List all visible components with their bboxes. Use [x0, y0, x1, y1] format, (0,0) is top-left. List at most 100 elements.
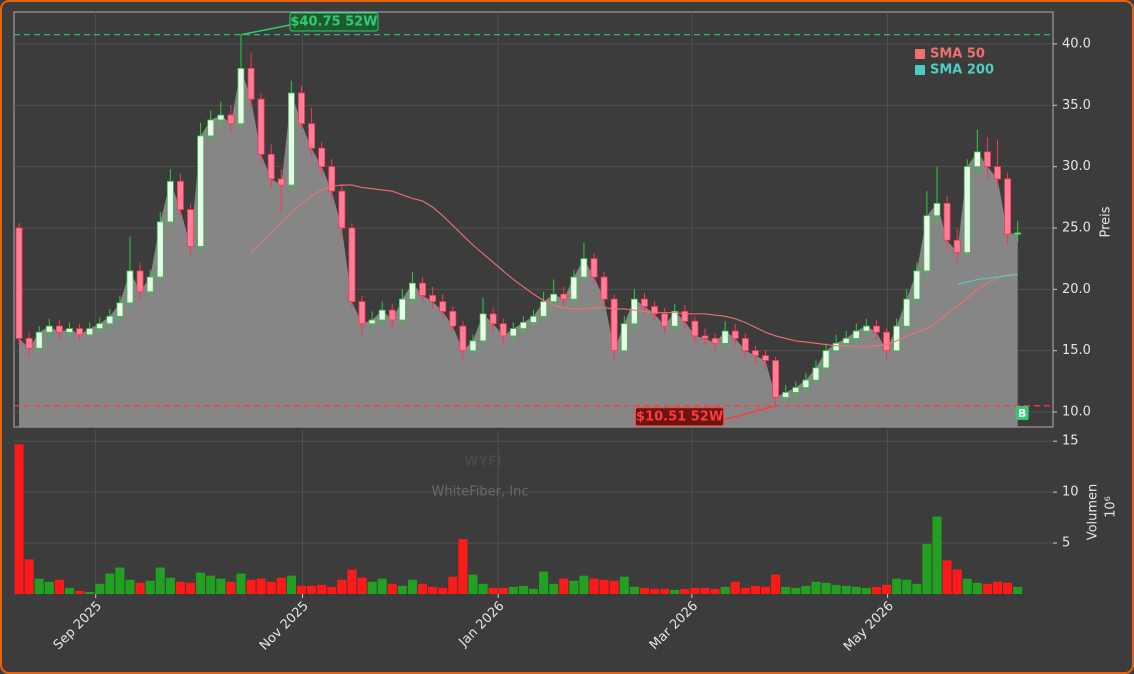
- volume-bar: [75, 590, 85, 594]
- volume-bar: [95, 583, 105, 594]
- candle-body: [257, 98, 265, 155]
- candle-body: [499, 323, 507, 337]
- candle-body: [751, 350, 759, 356]
- volume-bar: [498, 587, 508, 594]
- volume-bar: [619, 576, 629, 594]
- candle-body: [106, 315, 114, 325]
- candle-body: [55, 325, 63, 333]
- volume-bar: [266, 581, 276, 594]
- volume-bar: [559, 578, 569, 594]
- candle-body: [15, 227, 23, 339]
- volume-bar: [791, 587, 801, 594]
- volume-bar: [296, 585, 307, 594]
- candle-body: [540, 301, 548, 317]
- legend-swatch: [915, 65, 925, 75]
- candle-body: [984, 151, 991, 168]
- volume-bar: [831, 584, 841, 594]
- volume-bar: [327, 586, 337, 594]
- volume-bar: [871, 586, 882, 594]
- candle-body: [368, 319, 376, 325]
- candle-body: [802, 379, 810, 388]
- candle-body: [76, 328, 83, 336]
- volume-bar: [317, 584, 327, 594]
- candle-body: [469, 340, 477, 352]
- candle-body: [338, 190, 346, 229]
- y-tick-label: 40.0: [1062, 36, 1091, 51]
- volume-bar: [428, 586, 438, 594]
- y-tick-label: 15.0: [1062, 343, 1091, 358]
- candle-body: [641, 298, 648, 307]
- volume-bar: [821, 582, 831, 594]
- volume-bar: [639, 587, 650, 594]
- volume-bar: [175, 581, 185, 594]
- volume-bar: [458, 538, 468, 594]
- volume-bar: [216, 578, 226, 594]
- candle-body: [973, 151, 981, 168]
- annotation-box: [635, 407, 725, 427]
- volume-bar: [549, 583, 559, 594]
- signal-badge-label: B: [1018, 407, 1026, 420]
- candle-body: [701, 335, 709, 339]
- legend-label: SMA 200: [930, 63, 994, 78]
- volume-bar: [347, 569, 357, 594]
- volume-bar: [488, 587, 498, 594]
- volume-bar: [609, 580, 619, 594]
- volume-bar: [468, 574, 478, 594]
- volume-bar: [377, 578, 387, 594]
- candle-body: [903, 298, 911, 327]
- candle-body: [519, 322, 527, 329]
- candle-body: [772, 360, 780, 398]
- candle-body: [187, 209, 194, 247]
- volume-bar: [185, 582, 196, 594]
- volume-bar: [528, 588, 539, 594]
- candle-body: [66, 328, 73, 333]
- candle-body: [862, 325, 870, 332]
- volume-bar: [518, 585, 528, 594]
- volume-bar: [720, 586, 730, 594]
- y-tick-label: 10: [1062, 485, 1079, 500]
- candle-body: [943, 203, 951, 241]
- candle-body: [298, 92, 305, 125]
- annotation-label: $10.51 52W: [636, 409, 723, 424]
- candle-body: [731, 330, 739, 339]
- candle-body: [277, 178, 285, 186]
- candle-body: [651, 306, 658, 315]
- volume-bar: [397, 585, 407, 594]
- annotation-box: [289, 12, 379, 32]
- candle-body: [318, 147, 326, 168]
- candle-body: [348, 227, 356, 302]
- volume-bar: [145, 580, 155, 594]
- candle-body: [792, 387, 800, 393]
- candle-body: [580, 258, 588, 278]
- candle-body: [762, 355, 769, 361]
- candle-body: [842, 338, 850, 344]
- y-tick-label: 10.0: [1062, 405, 1091, 420]
- candle-body: [479, 313, 487, 342]
- volume-bar: [851, 586, 861, 594]
- volume-bar: [539, 571, 549, 594]
- candle-body: [933, 203, 941, 217]
- candle-body: [358, 301, 366, 325]
- volume-bar: [417, 583, 428, 594]
- candle-body: [328, 166, 336, 192]
- volume-bar: [236, 573, 246, 594]
- volume-offset: 10⁶: [1104, 496, 1119, 518]
- volume-bar: [34, 578, 44, 594]
- candle-body: [873, 325, 880, 333]
- y-tick-label: 15: [1062, 434, 1079, 449]
- company-watermark: WhiteFiber, Inc: [431, 485, 528, 500]
- volume-bar: [125, 579, 135, 594]
- candle-body: [610, 298, 618, 352]
- candle-body: [136, 270, 144, 293]
- candle-body: [388, 309, 396, 321]
- symbol-watermark: WYFI: [464, 455, 501, 470]
- candle-body: [429, 295, 437, 302]
- candle-body: [177, 180, 184, 210]
- sma-line: [957, 274, 1018, 285]
- volume-bar: [841, 585, 851, 594]
- volume-bar: [811, 581, 821, 594]
- volume-bar: [912, 583, 922, 594]
- y-tick-label: 30.0: [1062, 159, 1091, 174]
- volume-bar: [135, 582, 145, 594]
